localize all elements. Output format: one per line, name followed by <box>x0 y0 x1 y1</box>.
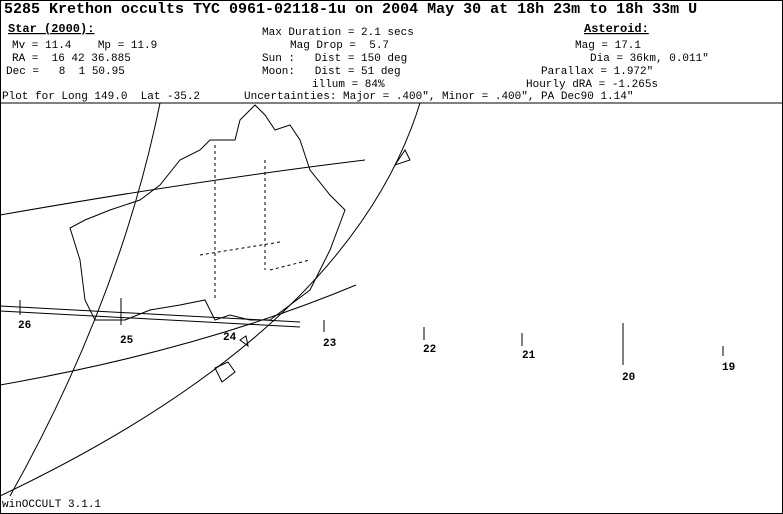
event-line: illum = 84% <box>312 79 385 91</box>
asteroid-line: Parallax = 1.972" <box>541 66 653 78</box>
coastline <box>69 104 346 321</box>
event-line: Mag Drop = 5.7 <box>290 40 389 52</box>
star-heading: Star (2000): <box>8 22 94 36</box>
star-line: RA = 16 42 36.885 <box>12 53 131 65</box>
event-line: Moon: Dist = 51 deg <box>262 66 401 78</box>
occultation-path <box>0 305 301 328</box>
star-line: Mv = 11.4 Mp = 11.9 <box>12 40 157 52</box>
version: winOCCULT 3.1.1 <box>2 499 101 511</box>
asteroid-line: Hourly dRA = -1.265s <box>526 79 658 91</box>
event-line: Max Duration = 2.1 secs <box>262 27 414 39</box>
time-label: 20 <box>622 372 635 384</box>
time-label: 19 <box>722 362 735 374</box>
event-line: Sun : Dist = 150 deg <box>262 53 407 65</box>
title: 5285 Krethon occults TYC 0961-02118-1u o… <box>4 1 697 18</box>
plot-location: Plot for Long 149.0 Lat -35.2 <box>2 91 200 103</box>
meridian <box>9 102 161 497</box>
uncertainties: Uncertainties: Major = .400", Minor = .4… <box>244 91 633 103</box>
asteroid-line: Mag = 17.1 <box>575 40 641 52</box>
map <box>0 102 724 497</box>
time-label: 23 <box>323 338 337 350</box>
time-label: 25 <box>120 335 134 347</box>
time-label: 22 <box>423 344 436 356</box>
time-label: 21 <box>522 350 536 362</box>
asteroid-heading: Asteroid: <box>584 22 649 36</box>
asteroid-line: Dia = 36km, 0.011" <box>590 53 709 65</box>
star-line: Dec = 8 1 50.95 <box>6 66 125 78</box>
island <box>214 149 411 383</box>
time-label: 26 <box>18 320 31 332</box>
latitude-line <box>0 284 357 386</box>
latitude-line <box>0 159 366 216</box>
time-label: 24 <box>223 332 237 344</box>
time-tick <box>19 298 724 365</box>
